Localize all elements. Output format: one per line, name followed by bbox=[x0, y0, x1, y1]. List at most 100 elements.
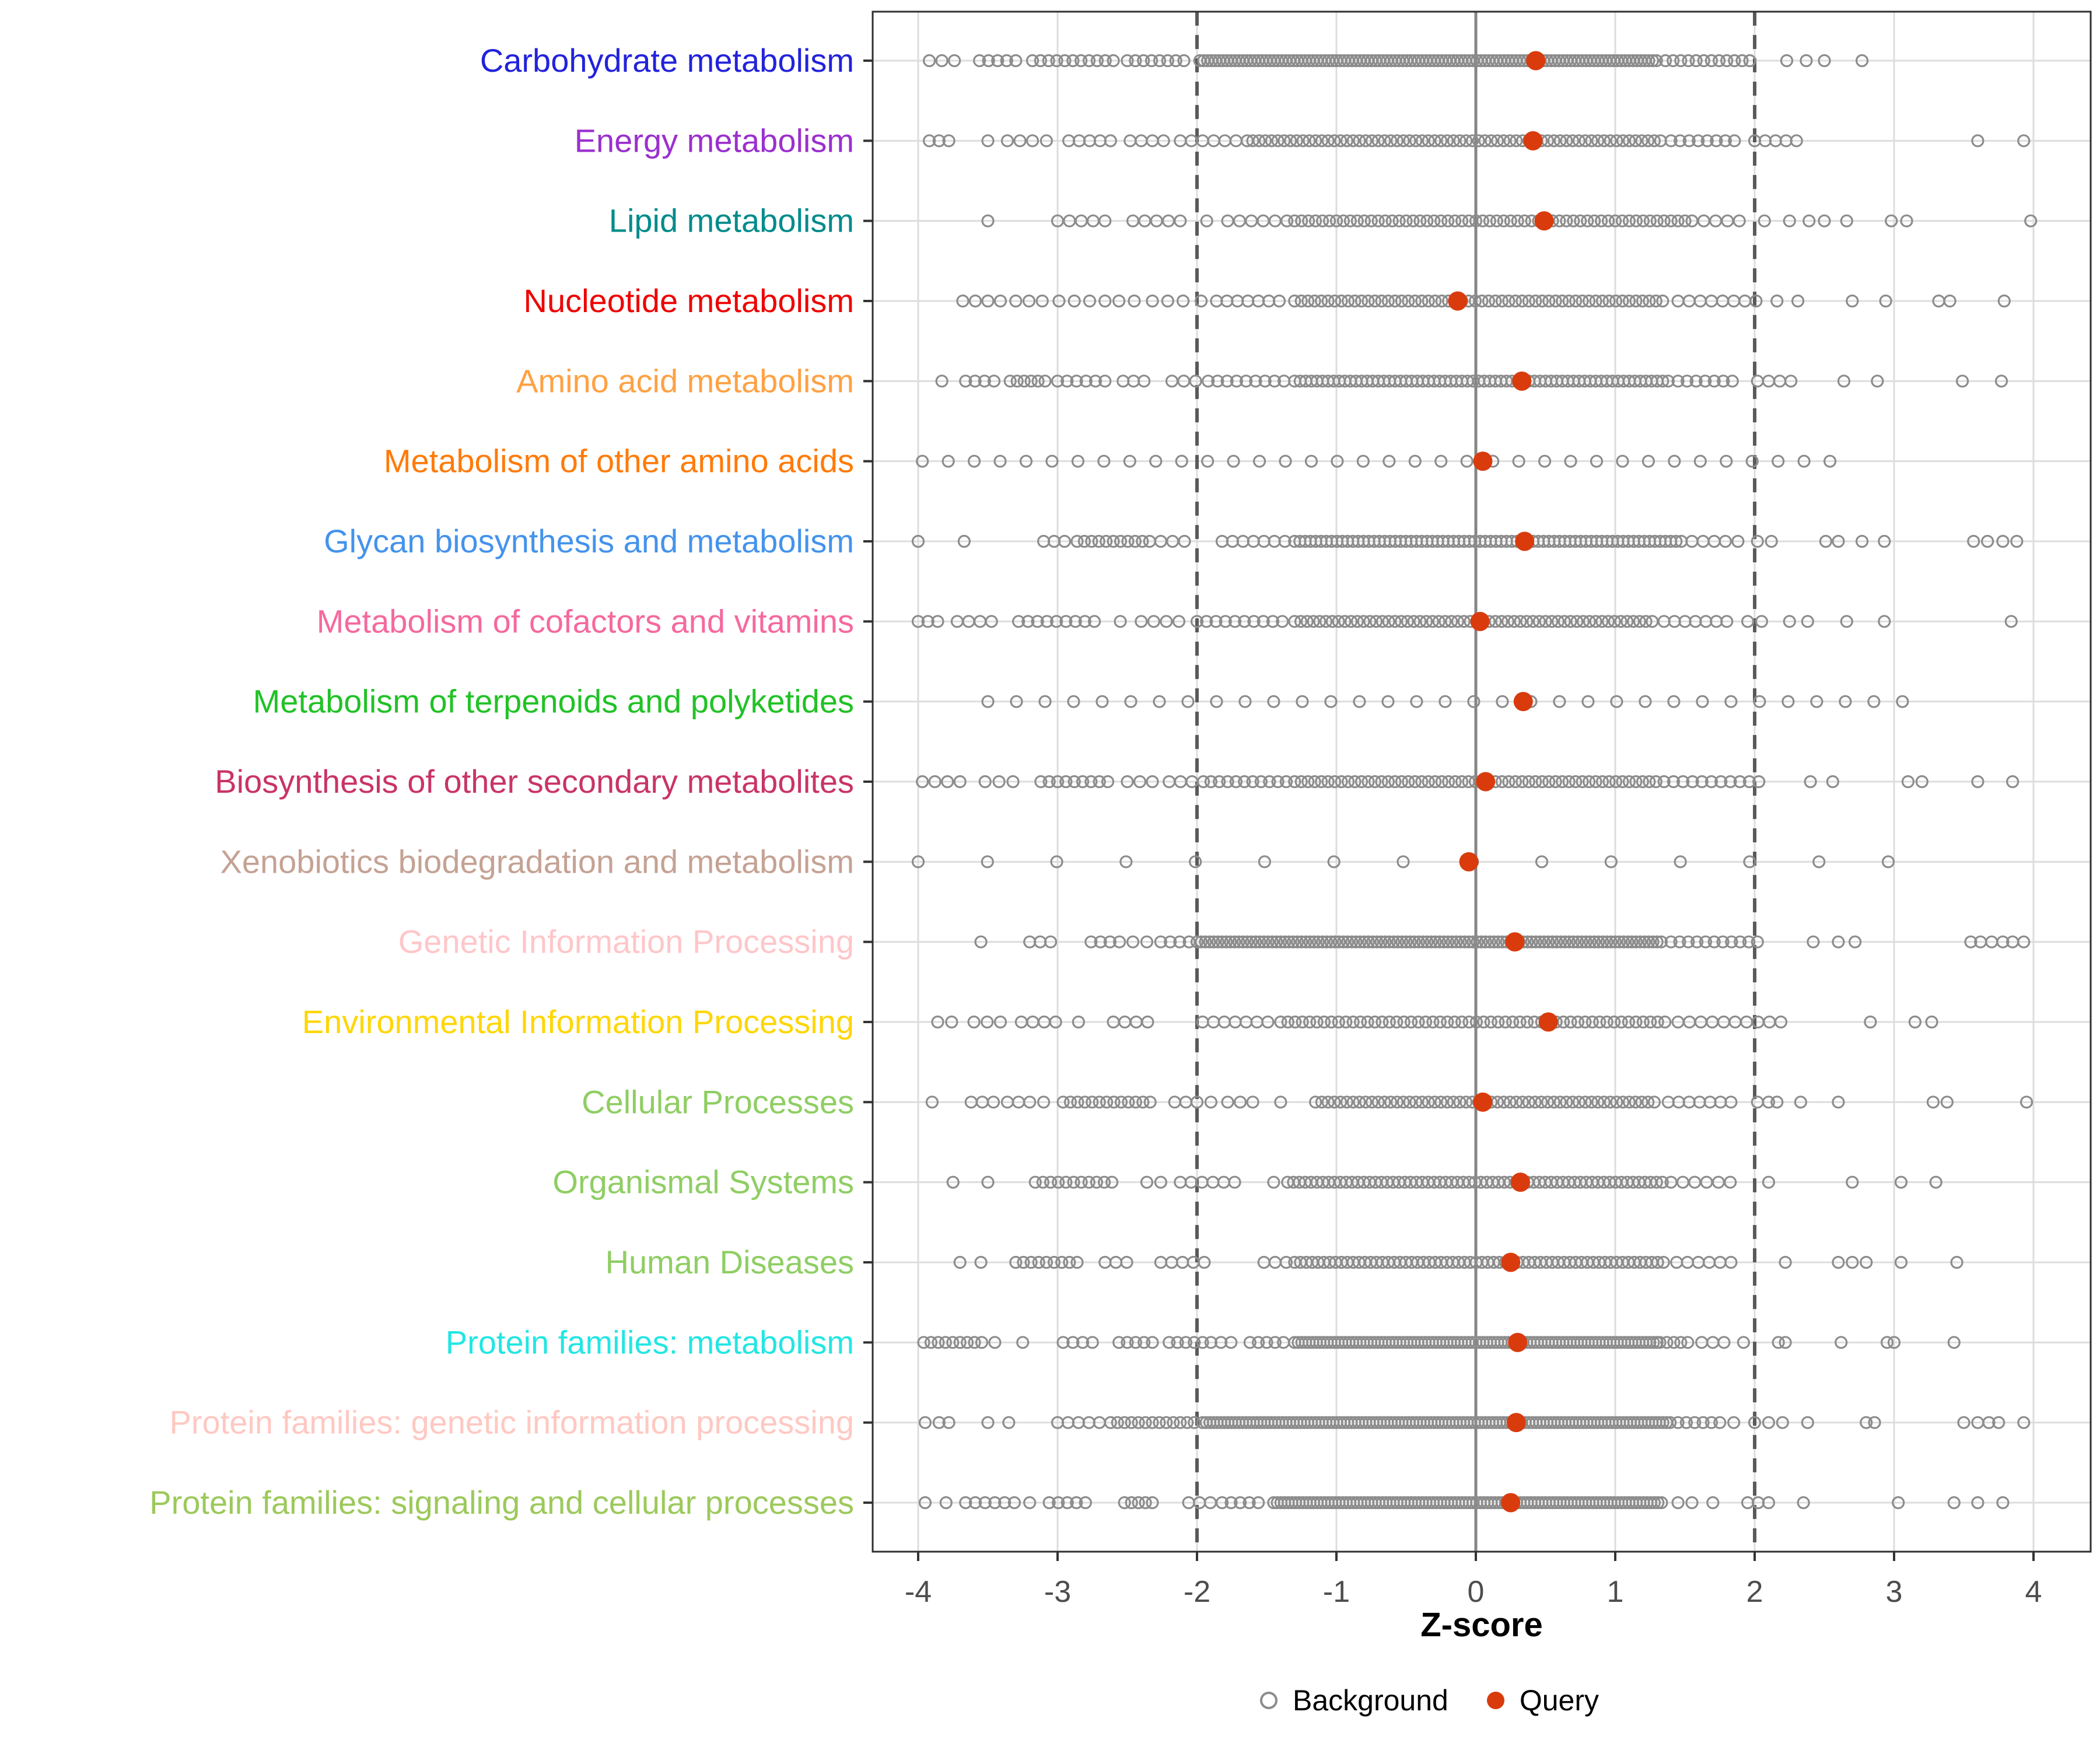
background-point bbox=[925, 1096, 939, 1109]
background-point bbox=[1376, 1015, 1389, 1029]
background-point bbox=[1497, 214, 1510, 228]
background-point bbox=[1353, 1096, 1366, 1109]
background-point bbox=[1189, 855, 1202, 869]
background-point bbox=[1940, 1096, 1954, 1109]
background-point bbox=[981, 695, 995, 708]
background-point bbox=[2024, 214, 2038, 228]
background-point bbox=[1718, 534, 1732, 548]
background-point bbox=[1357, 214, 1371, 228]
background-point bbox=[941, 775, 954, 789]
background-point bbox=[1660, 1336, 1674, 1349]
background-point bbox=[1319, 615, 1333, 628]
background-point bbox=[1564, 615, 1577, 628]
background-point bbox=[1476, 214, 1490, 228]
background-point bbox=[1368, 1015, 1382, 1029]
background-point bbox=[1671, 1496, 1685, 1510]
background-point bbox=[1078, 1096, 1091, 1109]
background-point bbox=[1301, 775, 1315, 789]
background-point bbox=[1420, 935, 1434, 949]
background-point bbox=[1362, 775, 1375, 789]
background-point bbox=[1392, 214, 1406, 228]
background-point bbox=[1489, 615, 1502, 628]
background-point bbox=[1926, 1096, 1940, 1109]
background-point bbox=[1378, 935, 1392, 949]
background-point bbox=[1855, 54, 1869, 68]
background-point bbox=[1504, 214, 1517, 228]
background-point bbox=[1622, 775, 1636, 789]
background-point bbox=[1228, 1175, 1241, 1189]
background-point bbox=[1362, 935, 1376, 949]
background-point bbox=[1629, 1096, 1642, 1109]
background-point bbox=[1085, 534, 1098, 548]
background-point bbox=[1077, 534, 1091, 548]
background-point bbox=[1971, 134, 1985, 148]
background-point bbox=[1153, 695, 1166, 708]
background-point bbox=[1812, 855, 1826, 869]
background-point bbox=[1616, 454, 1629, 468]
background-point bbox=[1307, 615, 1320, 628]
background-point bbox=[1232, 935, 1245, 949]
background-point bbox=[1303, 134, 1316, 148]
background-point bbox=[1387, 935, 1401, 949]
background-point bbox=[1058, 534, 1072, 548]
background-point bbox=[1128, 294, 1141, 308]
background-point bbox=[1542, 294, 1556, 308]
background-point bbox=[1704, 54, 1718, 68]
background-point bbox=[1144, 54, 1158, 68]
background-point bbox=[2017, 935, 2031, 949]
background-point bbox=[1718, 134, 1732, 148]
background-point bbox=[1495, 775, 1509, 789]
background-point bbox=[1752, 775, 1766, 789]
background-point bbox=[1112, 1336, 1126, 1349]
background-point bbox=[1210, 695, 1223, 708]
background-point bbox=[1331, 454, 1344, 468]
background-point bbox=[1457, 615, 1471, 628]
background-point bbox=[918, 1416, 932, 1429]
background-point bbox=[1242, 1496, 1256, 1510]
background-point bbox=[1149, 454, 1163, 468]
background-point bbox=[1289, 1015, 1302, 1029]
background-point bbox=[1566, 1096, 1580, 1109]
background-point bbox=[968, 374, 982, 388]
background-point bbox=[1097, 454, 1111, 468]
background-point bbox=[1072, 1015, 1085, 1029]
background-point bbox=[1133, 775, 1147, 789]
background-point bbox=[921, 615, 935, 628]
background-point bbox=[1434, 1096, 1448, 1109]
background-point bbox=[1147, 615, 1161, 628]
background-point bbox=[1440, 1096, 1454, 1109]
background-point bbox=[1188, 1336, 1201, 1349]
background-point bbox=[1083, 294, 1097, 308]
background-point bbox=[1171, 1336, 1184, 1349]
background-point bbox=[916, 454, 929, 468]
background-point bbox=[1160, 1416, 1173, 1429]
background-point bbox=[1294, 775, 1308, 789]
background-point bbox=[1051, 775, 1065, 789]
background-point bbox=[1887, 1336, 1901, 1349]
background-point bbox=[1240, 374, 1253, 388]
background-point bbox=[1195, 294, 1208, 308]
background-point bbox=[1399, 935, 1413, 949]
background-point bbox=[1707, 374, 1721, 388]
query-point bbox=[1473, 1092, 1493, 1112]
background-point bbox=[1321, 775, 1335, 789]
background-point bbox=[981, 1416, 995, 1429]
open-circle-icon bbox=[1260, 1692, 1278, 1709]
background-point bbox=[1441, 1015, 1454, 1029]
background-point bbox=[1390, 1096, 1404, 1109]
background-point bbox=[1068, 294, 1081, 308]
background-point bbox=[1661, 374, 1675, 388]
background-point bbox=[1031, 615, 1044, 628]
background-point bbox=[1098, 214, 1112, 228]
background-point bbox=[1200, 615, 1213, 628]
background-point bbox=[1143, 1096, 1157, 1109]
background-point bbox=[1651, 1496, 1665, 1510]
background-point bbox=[928, 775, 942, 789]
query-point bbox=[1501, 1493, 1521, 1513]
background-point bbox=[1408, 775, 1422, 789]
background-point bbox=[1229, 775, 1243, 789]
background-point bbox=[1591, 134, 1605, 148]
background-point bbox=[923, 134, 936, 148]
background-point bbox=[1622, 294, 1636, 308]
background-point bbox=[1646, 935, 1660, 949]
